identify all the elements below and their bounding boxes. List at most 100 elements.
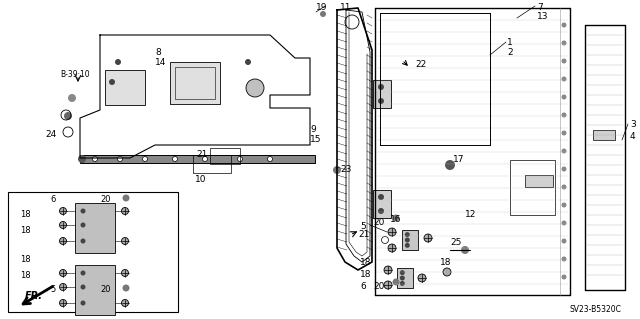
Circle shape	[81, 222, 86, 227]
Bar	[210, 148, 240, 164]
Text: 8: 8	[155, 48, 161, 57]
Circle shape	[378, 208, 384, 214]
Text: 18: 18	[20, 255, 31, 264]
Circle shape	[445, 160, 455, 170]
Bar	[75, 265, 115, 315]
Bar	[8, 192, 178, 312]
Text: 19: 19	[316, 3, 328, 12]
Circle shape	[60, 270, 67, 277]
Circle shape	[173, 157, 177, 161]
Text: 20: 20	[373, 218, 385, 227]
Text: 13: 13	[537, 12, 548, 21]
Circle shape	[561, 239, 566, 243]
Text: 18: 18	[440, 258, 451, 267]
Text: 25: 25	[450, 238, 461, 247]
Circle shape	[405, 232, 410, 237]
Circle shape	[64, 112, 72, 120]
Circle shape	[378, 98, 384, 104]
Text: 6: 6	[50, 195, 56, 204]
Circle shape	[320, 11, 326, 17]
Circle shape	[561, 41, 566, 46]
Circle shape	[60, 300, 67, 307]
Text: 12: 12	[465, 210, 476, 219]
Circle shape	[81, 209, 86, 213]
Circle shape	[93, 157, 97, 161]
Circle shape	[68, 94, 76, 102]
Circle shape	[561, 149, 566, 153]
Circle shape	[122, 270, 129, 277]
Circle shape	[561, 275, 566, 279]
Text: B-39·10: B-39·10	[60, 70, 90, 79]
Bar	[75, 203, 115, 253]
Circle shape	[378, 194, 384, 200]
Text: 6: 6	[360, 282, 365, 291]
Bar	[373, 190, 391, 218]
Circle shape	[561, 58, 566, 63]
Text: 4: 4	[630, 132, 636, 141]
Text: 15: 15	[310, 135, 321, 144]
Circle shape	[122, 195, 129, 202]
Circle shape	[143, 157, 147, 161]
Bar	[175, 67, 215, 99]
Circle shape	[60, 284, 67, 291]
Circle shape	[81, 300, 86, 306]
Text: 20: 20	[100, 285, 111, 294]
Circle shape	[118, 157, 122, 161]
Bar	[397, 268, 413, 288]
Bar	[593, 130, 615, 140]
Circle shape	[60, 221, 67, 228]
Text: 11: 11	[340, 3, 351, 12]
Bar	[193, 155, 231, 173]
Bar	[510, 160, 555, 215]
Circle shape	[81, 271, 86, 276]
Text: 22: 22	[415, 60, 426, 69]
Text: 18: 18	[20, 271, 31, 280]
Circle shape	[333, 166, 341, 174]
Text: 17: 17	[453, 155, 465, 164]
Circle shape	[561, 130, 566, 136]
Circle shape	[268, 157, 273, 161]
Text: 1: 1	[507, 38, 513, 47]
Bar	[170, 62, 220, 104]
Circle shape	[81, 285, 86, 290]
Circle shape	[122, 300, 129, 307]
Bar	[373, 80, 391, 108]
Bar	[402, 230, 418, 250]
Circle shape	[561, 167, 566, 172]
Circle shape	[78, 155, 86, 163]
Text: 10: 10	[195, 175, 207, 184]
Circle shape	[400, 270, 405, 275]
Circle shape	[60, 207, 67, 214]
Circle shape	[561, 23, 566, 27]
Text: 20: 20	[373, 282, 385, 291]
Circle shape	[122, 238, 129, 244]
Circle shape	[561, 256, 566, 262]
Circle shape	[405, 238, 410, 242]
Circle shape	[384, 266, 392, 274]
Circle shape	[561, 220, 566, 226]
Text: FR.: FR.	[25, 291, 43, 301]
Text: 7: 7	[537, 3, 543, 12]
Circle shape	[424, 234, 432, 242]
Circle shape	[561, 113, 566, 117]
Text: 21: 21	[196, 150, 207, 159]
Circle shape	[418, 274, 426, 282]
Text: 5: 5	[360, 222, 365, 231]
Text: 23: 23	[340, 165, 351, 174]
Circle shape	[245, 59, 251, 65]
Circle shape	[443, 268, 451, 276]
Circle shape	[237, 157, 243, 161]
Text: 18: 18	[360, 258, 371, 267]
Circle shape	[384, 281, 392, 289]
Circle shape	[388, 244, 396, 252]
Text: 14: 14	[155, 58, 166, 67]
Text: 24: 24	[45, 130, 56, 139]
Bar	[525, 175, 553, 187]
Circle shape	[122, 285, 129, 292]
Circle shape	[561, 94, 566, 100]
Text: 9: 9	[310, 125, 316, 134]
Circle shape	[81, 239, 86, 243]
Text: 5: 5	[50, 285, 55, 294]
Text: 18: 18	[360, 270, 371, 279]
Circle shape	[109, 79, 115, 85]
